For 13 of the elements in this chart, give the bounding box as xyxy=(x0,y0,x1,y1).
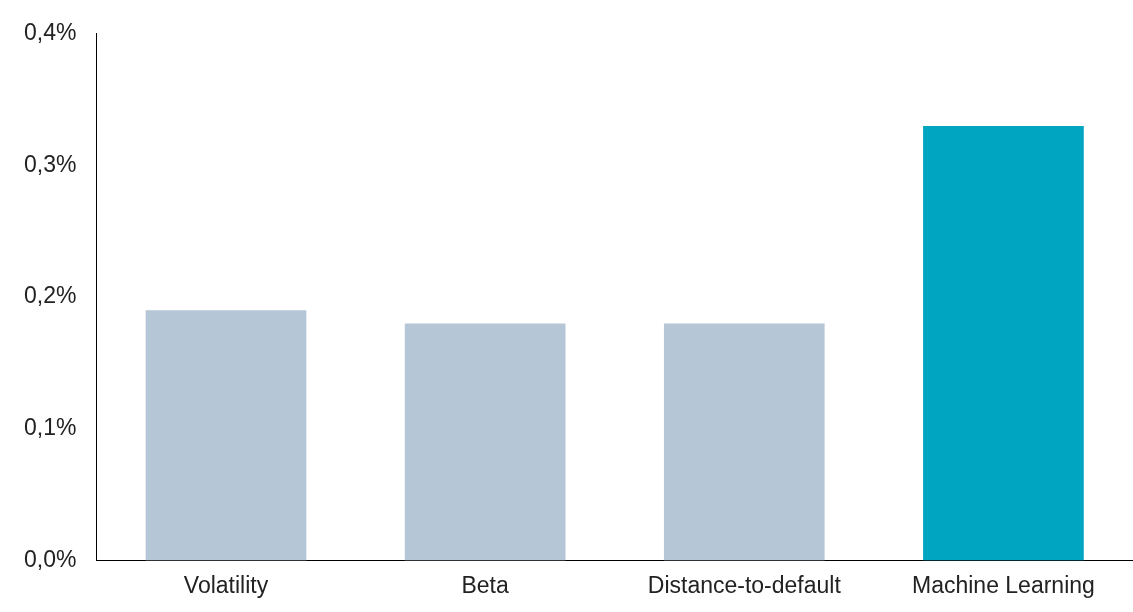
y-tick-label: 0,3% xyxy=(23,150,77,177)
x-tick-label: Machine Learning xyxy=(912,571,1095,598)
y-tick-label: 0,0% xyxy=(23,545,77,572)
x-tick-label: Volatility xyxy=(183,571,269,598)
y-tick-label: 0,4% xyxy=(23,19,77,46)
x-tick-label: Beta xyxy=(461,571,509,598)
bar xyxy=(663,323,825,561)
y-tick-label: 0,2% xyxy=(23,282,77,309)
x-tick-label: Distance-to-default xyxy=(647,571,842,598)
bar xyxy=(404,323,566,561)
bar xyxy=(145,310,307,561)
bar xyxy=(923,125,1084,561)
y-tick-label: 0,1% xyxy=(23,414,77,441)
